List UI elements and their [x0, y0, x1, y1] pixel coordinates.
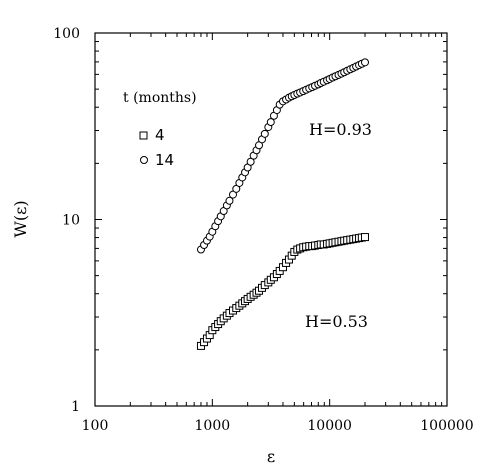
data-point-circle [360, 58, 369, 67]
x-tick-label: 100000 [420, 418, 473, 434]
points-layer [196, 58, 369, 350]
legend-square-marker [139, 131, 148, 140]
x-tick-label: 1000 [195, 418, 231, 434]
data-point-circle [246, 157, 255, 166]
data-point-circle [266, 118, 275, 127]
legend-circle-marker [140, 156, 148, 164]
legend-entry-4: 4 [155, 126, 165, 144]
y-axis-label: W(ε) [11, 200, 30, 237]
x-axis-label: ε [267, 447, 275, 466]
legend-title: t (months) [123, 90, 197, 106]
legend-entry-14: 14 [155, 151, 174, 169]
y-tick-label: 1 [71, 399, 80, 415]
y-tick-label: 100 [53, 26, 80, 42]
y-tick-labels: 1 10 100 [53, 26, 80, 415]
data-point-square [360, 233, 369, 242]
data-point-circle [225, 196, 234, 205]
plot-frame [94, 32, 448, 407]
x-tick-label: 100 [82, 418, 109, 434]
ticks-layer [94, 33, 447, 407]
x-tick-labels: 100 1000 10000 100000 [82, 418, 474, 434]
x-tick-label: 10000 [307, 418, 352, 434]
annotation-h-093: H=0.93 [309, 120, 372, 139]
data-point-circle [260, 129, 269, 138]
y-tick-label: 10 [62, 213, 80, 229]
annotation-h-053: H=0.53 [305, 312, 368, 331]
